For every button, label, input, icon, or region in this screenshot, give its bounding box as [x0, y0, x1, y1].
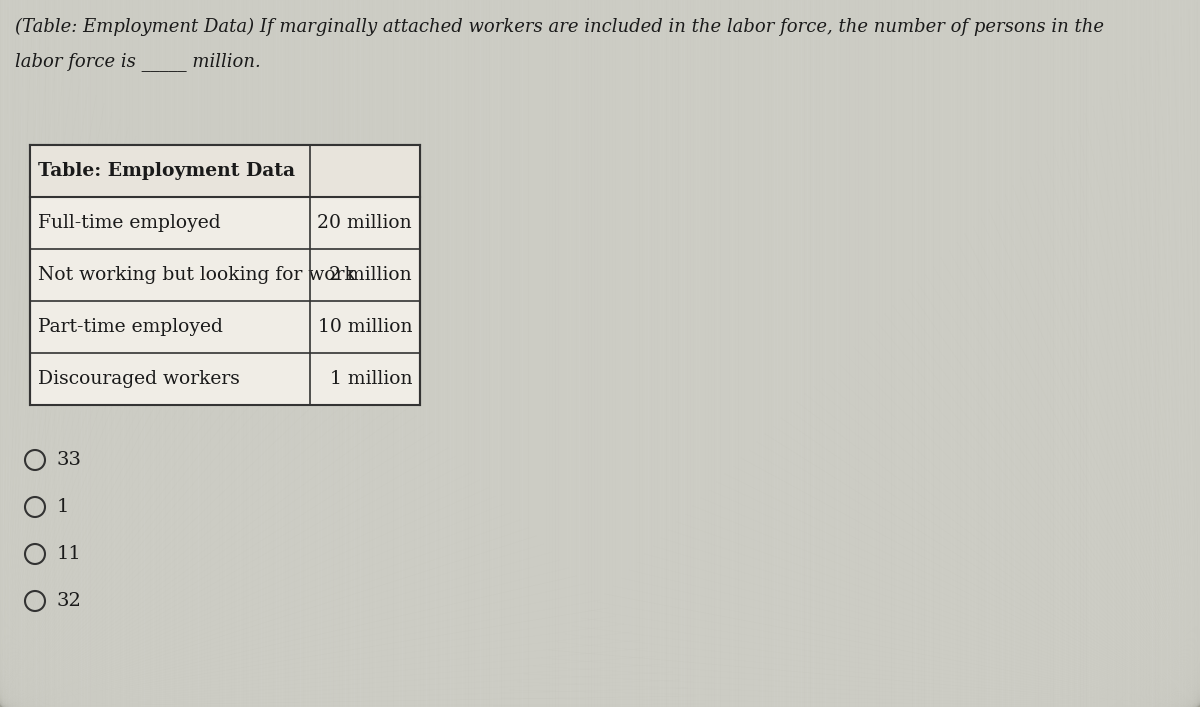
Bar — [30, 145, 420, 405]
Text: 1: 1 — [58, 498, 70, 516]
Text: Table: Employment Data: Table: Employment Data — [38, 162, 295, 180]
Text: 20 million: 20 million — [317, 214, 412, 232]
Text: 2 million: 2 million — [329, 266, 412, 284]
Text: labor force is _____ million.: labor force is _____ million. — [14, 52, 260, 71]
Text: 1 million: 1 million — [330, 370, 412, 388]
Text: Not working but looking for work: Not working but looking for work — [38, 266, 355, 284]
Text: 11: 11 — [58, 545, 82, 563]
Bar — [30, 145, 420, 197]
Text: Discouraged workers: Discouraged workers — [38, 370, 240, 388]
Text: 10 million: 10 million — [318, 318, 412, 336]
Text: Full-time employed: Full-time employed — [38, 214, 221, 232]
Text: Part-time employed: Part-time employed — [38, 318, 223, 336]
Text: (Table: Employment Data) If marginally attached workers are included in the labo: (Table: Employment Data) If marginally a… — [14, 18, 1104, 36]
Text: 32: 32 — [58, 592, 82, 610]
Text: 33: 33 — [58, 451, 82, 469]
